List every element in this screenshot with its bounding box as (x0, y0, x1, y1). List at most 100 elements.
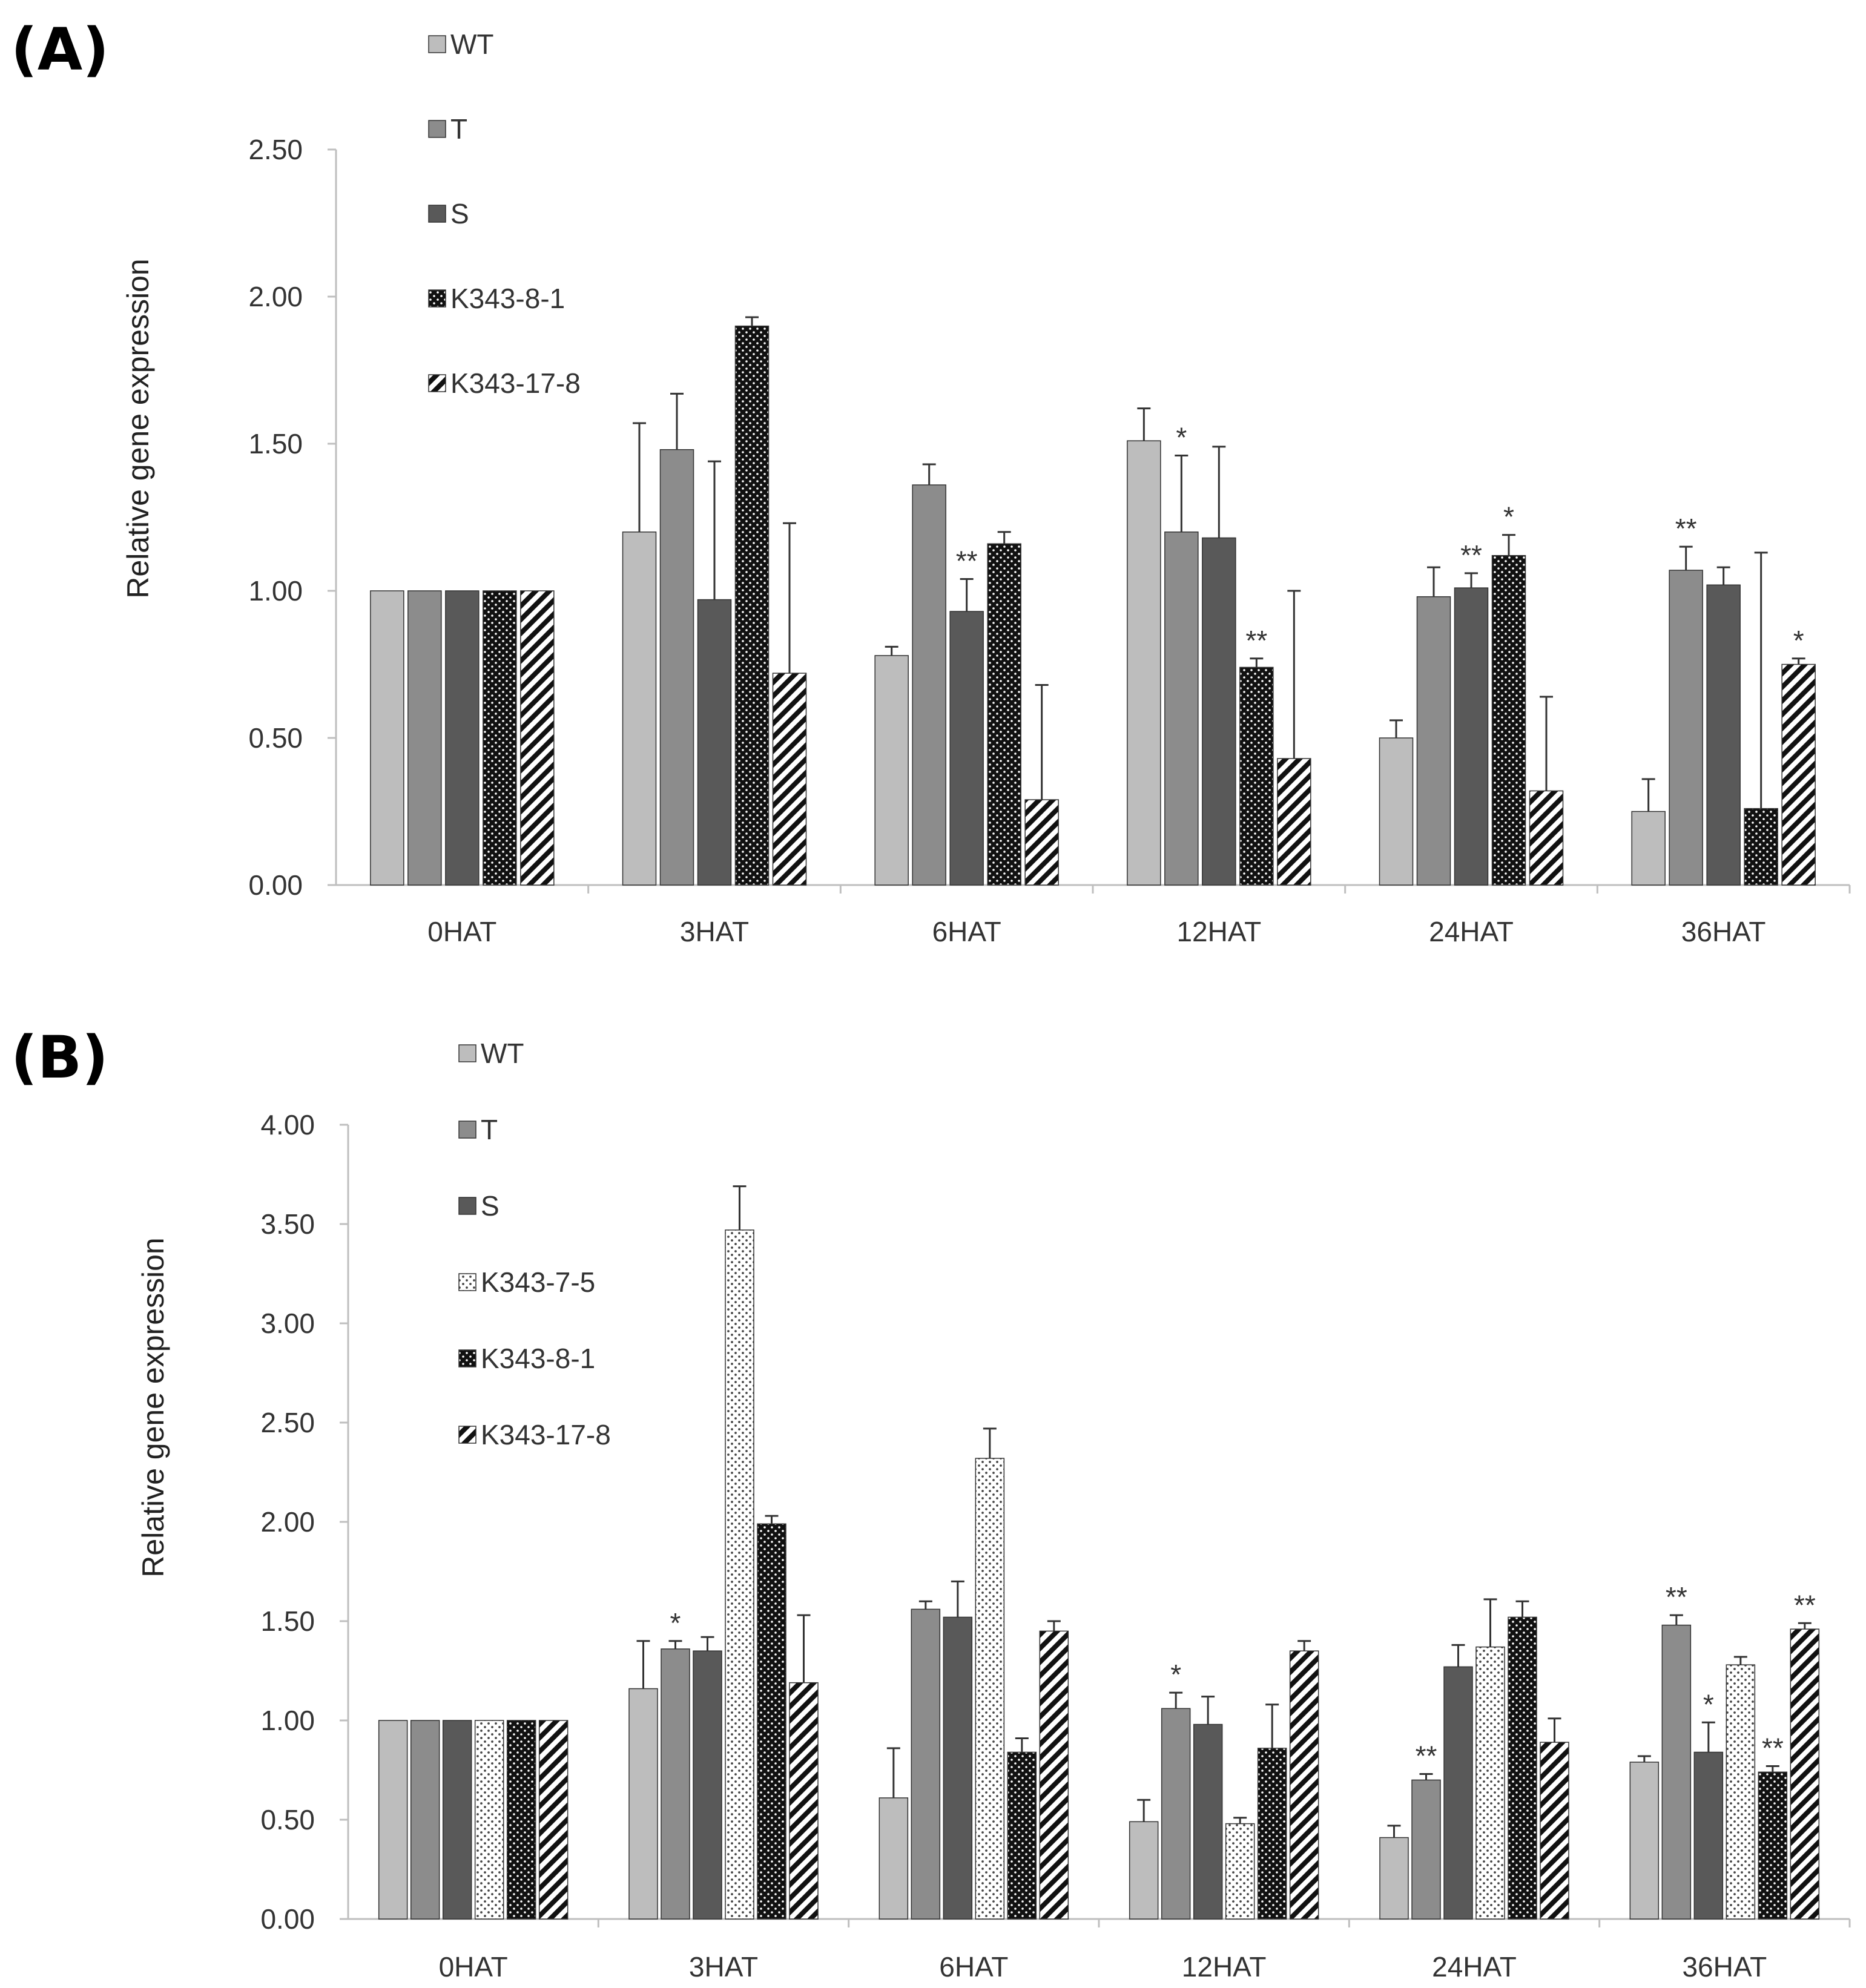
bar-k343-7-5-36hat (1726, 1664, 1756, 1920)
bar-s-12hat (1202, 537, 1236, 886)
y-tick-label: 1.50 (260, 1605, 315, 1637)
panel-a: (A) Relative gene expression 0.00 0.50 1.0… (11, 16, 1851, 947)
y-tick-label: 3.50 (260, 1208, 315, 1240)
bar-k343-7-5-24hat (1475, 1646, 1505, 1920)
significance-marker: * (1503, 501, 1514, 533)
y-tick-label: 0.00 (260, 1903, 315, 1935)
bar-s-0hat (445, 590, 480, 886)
panel-a-y-axis-label: Relative gene expression (121, 258, 155, 598)
legend-swatch (428, 120, 446, 138)
panel-b-label: (B) (11, 1024, 108, 1091)
bar-k343-17-8-6hat (1039, 1630, 1069, 1920)
significance-marker: ** (1416, 1740, 1437, 1772)
bar-t-3hat (659, 449, 694, 886)
legend-label: K343-17-8 (450, 367, 581, 399)
legend-swatch (458, 1273, 476, 1291)
bar-k343-8-1-12hat (1239, 667, 1274, 886)
significance-marker: * (1176, 421, 1187, 453)
bar-k343-8-1-24hat (1491, 555, 1526, 886)
bar-k343-17-8-6hat (1024, 799, 1059, 886)
x-category-label: 12HAT (1176, 916, 1261, 947)
bar-k343-7-5-0hat (474, 1720, 504, 1920)
significance-marker: * (670, 1607, 681, 1639)
bar-s-12hat (1193, 1723, 1223, 1920)
bar-s-36hat (1706, 584, 1741, 886)
legend-label: K343-8-1 (481, 1343, 595, 1374)
x-category-label: 24HAT (1429, 916, 1514, 947)
significance-marker: ** (1460, 539, 1482, 571)
x-category-label: 6HAT (939, 1951, 1008, 1983)
bar-t-36hat (1669, 570, 1703, 886)
legend-label: T (450, 113, 467, 145)
significance-marker: * (1793, 625, 1804, 656)
bar-wt-36hat (1629, 1762, 1660, 1920)
legend-swatch (428, 289, 446, 308)
significance-marker: ** (1762, 1732, 1784, 1763)
panel-a-legend: WT T S K343-8-1 K343-17-8 (428, 28, 581, 399)
x-category-label: 12HAT (1182, 1951, 1267, 1983)
bar-t-12hat (1164, 532, 1199, 886)
bar-k343-17-8-0hat (538, 1720, 569, 1920)
legend-swatch (428, 374, 446, 392)
x-category-label: 3HAT (680, 916, 749, 947)
bar-k343-8-1-6hat (987, 543, 1021, 886)
bar-t-12hat (1161, 1708, 1191, 1920)
legend-label: K343-17-8 (481, 1419, 611, 1450)
bar-t-3hat (661, 1648, 690, 1920)
bar-wt-0hat (370, 590, 404, 886)
legend-swatch (458, 1044, 476, 1062)
bar-wt-12hat (1127, 440, 1161, 886)
bar-k343-8-1-0hat (483, 590, 517, 886)
bar-k343-8-1-3hat (757, 1523, 786, 1920)
legend-label: T (481, 1114, 498, 1145)
bar-k343-7-5-6hat (975, 1458, 1005, 1920)
y-tick-label: 2.50 (248, 134, 303, 165)
significance-marker: ** (1794, 1589, 1816, 1621)
bar-k343-8-1-12hat (1257, 1748, 1287, 1920)
bar-wt-24hat (1379, 1837, 1409, 1920)
bar-s-3hat (697, 599, 732, 886)
bar-k343-17-8-3hat (789, 1682, 819, 1920)
y-tick-label: 2.00 (248, 281, 303, 312)
x-category-label: 3HAT (689, 1951, 758, 1983)
bar-s-6hat (943, 1616, 973, 1920)
bar-wt-6hat (879, 1797, 909, 1920)
bar-wt-3hat (628, 1688, 658, 1920)
bar-k343-17-8-24hat (1540, 1742, 1569, 1920)
bar-k343-8-1-3hat (734, 325, 770, 886)
bar-k343-17-8-3hat (772, 673, 807, 886)
bar-k343-17-8-36hat (1781, 663, 1816, 886)
y-tick-label: 1.00 (260, 1705, 315, 1736)
legend-label: S (450, 198, 469, 229)
y-tick-label: 0.00 (248, 869, 303, 901)
bar-wt-3hat (622, 532, 657, 886)
legend-label: WT (481, 1038, 524, 1069)
significance-marker: ** (956, 545, 978, 577)
significance-marker: * (1170, 1659, 1181, 1690)
bar-s-6hat (949, 611, 984, 886)
bar-wt-12hat (1129, 1821, 1159, 1920)
panel-b-axes: 0.00 0.50 1.00 1.50 2.00 2.50 3.00 3.50 4.00 0HAT… (260, 1109, 1851, 1983)
legend-swatch (458, 1426, 476, 1444)
bar-t-24hat (1416, 596, 1451, 886)
bar-k343-8-1-36hat (1744, 808, 1778, 886)
x-category-label: 36HAT (1682, 1951, 1767, 1983)
significance-marker: ** (1675, 513, 1697, 544)
bar-s-24hat (1454, 587, 1489, 886)
significance-marker: ** (1666, 1581, 1687, 1613)
y-tick-label: 2.00 (260, 1506, 315, 1538)
legend-label: K343-7-5 (481, 1266, 595, 1298)
legend-label: S (481, 1190, 499, 1222)
bar-k343-8-1-24hat (1508, 1616, 1537, 1920)
panel-a-bars: ******** *** (370, 316, 1816, 886)
x-category-label: 6HAT (932, 916, 1001, 947)
bar-k343-8-1-36hat (1758, 1771, 1788, 1920)
panel-a-axes: 0.00 0.50 1.00 1.50 2.00 2.50 0HAT 3HAT 6HAT 12HA… (248, 134, 1851, 947)
legend-label: K343-8-1 (450, 283, 565, 314)
legend-swatch (428, 35, 446, 53)
bar-k343-17-8-12hat (1289, 1650, 1319, 1920)
y-tick-label: 0.50 (260, 1804, 315, 1835)
panel-b-y-axis-label: Relative gene expression (136, 1237, 170, 1577)
bar-k343-8-1-6hat (1007, 1751, 1037, 1920)
